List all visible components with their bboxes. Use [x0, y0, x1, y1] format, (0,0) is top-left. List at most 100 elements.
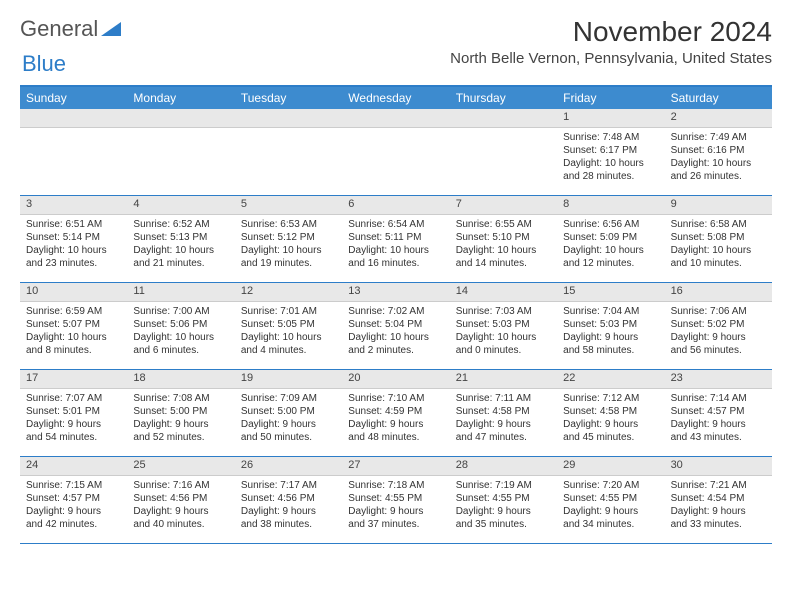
day-line: Sunrise: 7:09 AM — [241, 392, 336, 405]
day-line: Sunset: 6:16 PM — [671, 144, 766, 157]
day-number: 16 — [665, 283, 772, 301]
day-line: Sunset: 4:55 PM — [563, 492, 658, 505]
day-line: Sunset: 5:12 PM — [241, 231, 336, 244]
day-line: Daylight: 9 hours — [348, 418, 443, 431]
logo-triangle-icon — [101, 16, 121, 42]
day-line: Sunrise: 7:19 AM — [456, 479, 551, 492]
logo: General — [20, 16, 121, 42]
day-line: Daylight: 10 hours — [133, 244, 228, 257]
day-cell: Sunrise: 6:55 AMSunset: 5:10 PMDaylight:… — [450, 215, 557, 282]
day-line: Daylight: 9 hours — [348, 505, 443, 518]
day-line: and 12 minutes. — [563, 257, 658, 270]
day-line: and 45 minutes. — [563, 431, 658, 444]
day-line: and 8 minutes. — [26, 344, 121, 357]
day-line: Sunset: 5:14 PM — [26, 231, 121, 244]
day-line: Sunset: 5:00 PM — [133, 405, 228, 418]
day-line: Sunrise: 7:18 AM — [348, 479, 443, 492]
day-cell: Sunrise: 7:20 AMSunset: 4:55 PMDaylight:… — [557, 476, 664, 543]
day-cell: Sunrise: 7:08 AMSunset: 5:00 PMDaylight:… — [127, 389, 234, 456]
daynum-row: 12 — [20, 109, 772, 128]
day-line: and 56 minutes. — [671, 344, 766, 357]
day-line: and 33 minutes. — [671, 518, 766, 531]
day-line: Daylight: 9 hours — [563, 331, 658, 344]
day-cell: Sunrise: 7:02 AMSunset: 5:04 PMDaylight:… — [342, 302, 449, 369]
day-line: Sunset: 5:03 PM — [563, 318, 658, 331]
day-line: Daylight: 9 hours — [456, 418, 551, 431]
day-cell: Sunrise: 7:16 AMSunset: 4:56 PMDaylight:… — [127, 476, 234, 543]
day-number: 5 — [235, 196, 342, 214]
day-cell — [127, 128, 234, 195]
day-line: Daylight: 9 hours — [26, 418, 121, 431]
day-number: 6 — [342, 196, 449, 214]
week-row: Sunrise: 7:15 AMSunset: 4:57 PMDaylight:… — [20, 476, 772, 544]
page-title: November 2024 — [450, 16, 772, 48]
day-number: 23 — [665, 370, 772, 388]
day-number: 24 — [20, 457, 127, 475]
day-line: Daylight: 9 hours — [241, 505, 336, 518]
day-line: Sunset: 5:03 PM — [456, 318, 551, 331]
day-line: Daylight: 9 hours — [26, 505, 121, 518]
day-line: and 4 minutes. — [241, 344, 336, 357]
day-line: Sunrise: 7:11 AM — [456, 392, 551, 405]
day-line: Daylight: 10 hours — [671, 157, 766, 170]
day-number — [127, 109, 234, 127]
day-cell: Sunrise: 6:56 AMSunset: 5:09 PMDaylight:… — [557, 215, 664, 282]
day-line: Sunrise: 7:17 AM — [241, 479, 336, 492]
day-cell: Sunrise: 7:01 AMSunset: 5:05 PMDaylight:… — [235, 302, 342, 369]
day-number: 11 — [127, 283, 234, 301]
week-row: Sunrise: 7:48 AMSunset: 6:17 PMDaylight:… — [20, 128, 772, 196]
day-line: Sunset: 5:11 PM — [348, 231, 443, 244]
day-line: Sunrise: 7:06 AM — [671, 305, 766, 318]
day-line: Sunrise: 7:14 AM — [671, 392, 766, 405]
day-cell: Sunrise: 7:21 AMSunset: 4:54 PMDaylight:… — [665, 476, 772, 543]
day-line: and 2 minutes. — [348, 344, 443, 357]
week-row: Sunrise: 6:59 AMSunset: 5:07 PMDaylight:… — [20, 302, 772, 370]
day-cell: Sunrise: 6:54 AMSunset: 5:11 PMDaylight:… — [342, 215, 449, 282]
day-number: 4 — [127, 196, 234, 214]
day-number: 28 — [450, 457, 557, 475]
day-number — [235, 109, 342, 127]
day-cell — [235, 128, 342, 195]
logo-text-2: Blue — [22, 51, 66, 76]
day-line: Sunset: 5:00 PM — [241, 405, 336, 418]
day-line: Sunset: 4:58 PM — [456, 405, 551, 418]
day-cell: Sunrise: 7:19 AMSunset: 4:55 PMDaylight:… — [450, 476, 557, 543]
day-cell: Sunrise: 7:10 AMSunset: 4:59 PMDaylight:… — [342, 389, 449, 456]
day-line: Sunset: 5:09 PM — [563, 231, 658, 244]
day-number — [20, 109, 127, 127]
day-cell — [342, 128, 449, 195]
day-number: 14 — [450, 283, 557, 301]
day-cell — [20, 128, 127, 195]
day-line: Daylight: 9 hours — [456, 505, 551, 518]
day-cell: Sunrise: 7:12 AMSunset: 4:58 PMDaylight:… — [557, 389, 664, 456]
day-line: and 10 minutes. — [671, 257, 766, 270]
day-line: Sunrise: 7:48 AM — [563, 131, 658, 144]
dow-tue: Tuesday — [235, 87, 342, 109]
day-number: 27 — [342, 457, 449, 475]
day-line: Sunset: 5:10 PM — [456, 231, 551, 244]
day-number: 26 — [235, 457, 342, 475]
day-cell: Sunrise: 7:00 AMSunset: 5:06 PMDaylight:… — [127, 302, 234, 369]
day-number: 22 — [557, 370, 664, 388]
daynum-row: 17181920212223 — [20, 370, 772, 389]
day-cell: Sunrise: 7:09 AMSunset: 5:00 PMDaylight:… — [235, 389, 342, 456]
day-line: Sunset: 4:57 PM — [26, 492, 121, 505]
day-line: Sunset: 5:07 PM — [26, 318, 121, 331]
day-cell: Sunrise: 7:49 AMSunset: 6:16 PMDaylight:… — [665, 128, 772, 195]
day-number — [342, 109, 449, 127]
day-line: Sunrise: 6:59 AM — [26, 305, 121, 318]
day-cell: Sunrise: 7:17 AMSunset: 4:56 PMDaylight:… — [235, 476, 342, 543]
day-line: Sunrise: 6:58 AM — [671, 218, 766, 231]
day-line: Sunrise: 7:15 AM — [26, 479, 121, 492]
day-number: 15 — [557, 283, 664, 301]
dow-sun: Sunday — [20, 87, 127, 109]
day-line: Daylight: 10 hours — [26, 331, 121, 344]
dow-mon: Monday — [127, 87, 234, 109]
day-line: Daylight: 9 hours — [671, 505, 766, 518]
daynum-row: 24252627282930 — [20, 457, 772, 476]
day-line: Sunset: 4:55 PM — [348, 492, 443, 505]
day-line: Sunrise: 7:08 AM — [133, 392, 228, 405]
day-line: and 42 minutes. — [26, 518, 121, 531]
day-number: 10 — [20, 283, 127, 301]
day-line: Sunrise: 7:07 AM — [26, 392, 121, 405]
